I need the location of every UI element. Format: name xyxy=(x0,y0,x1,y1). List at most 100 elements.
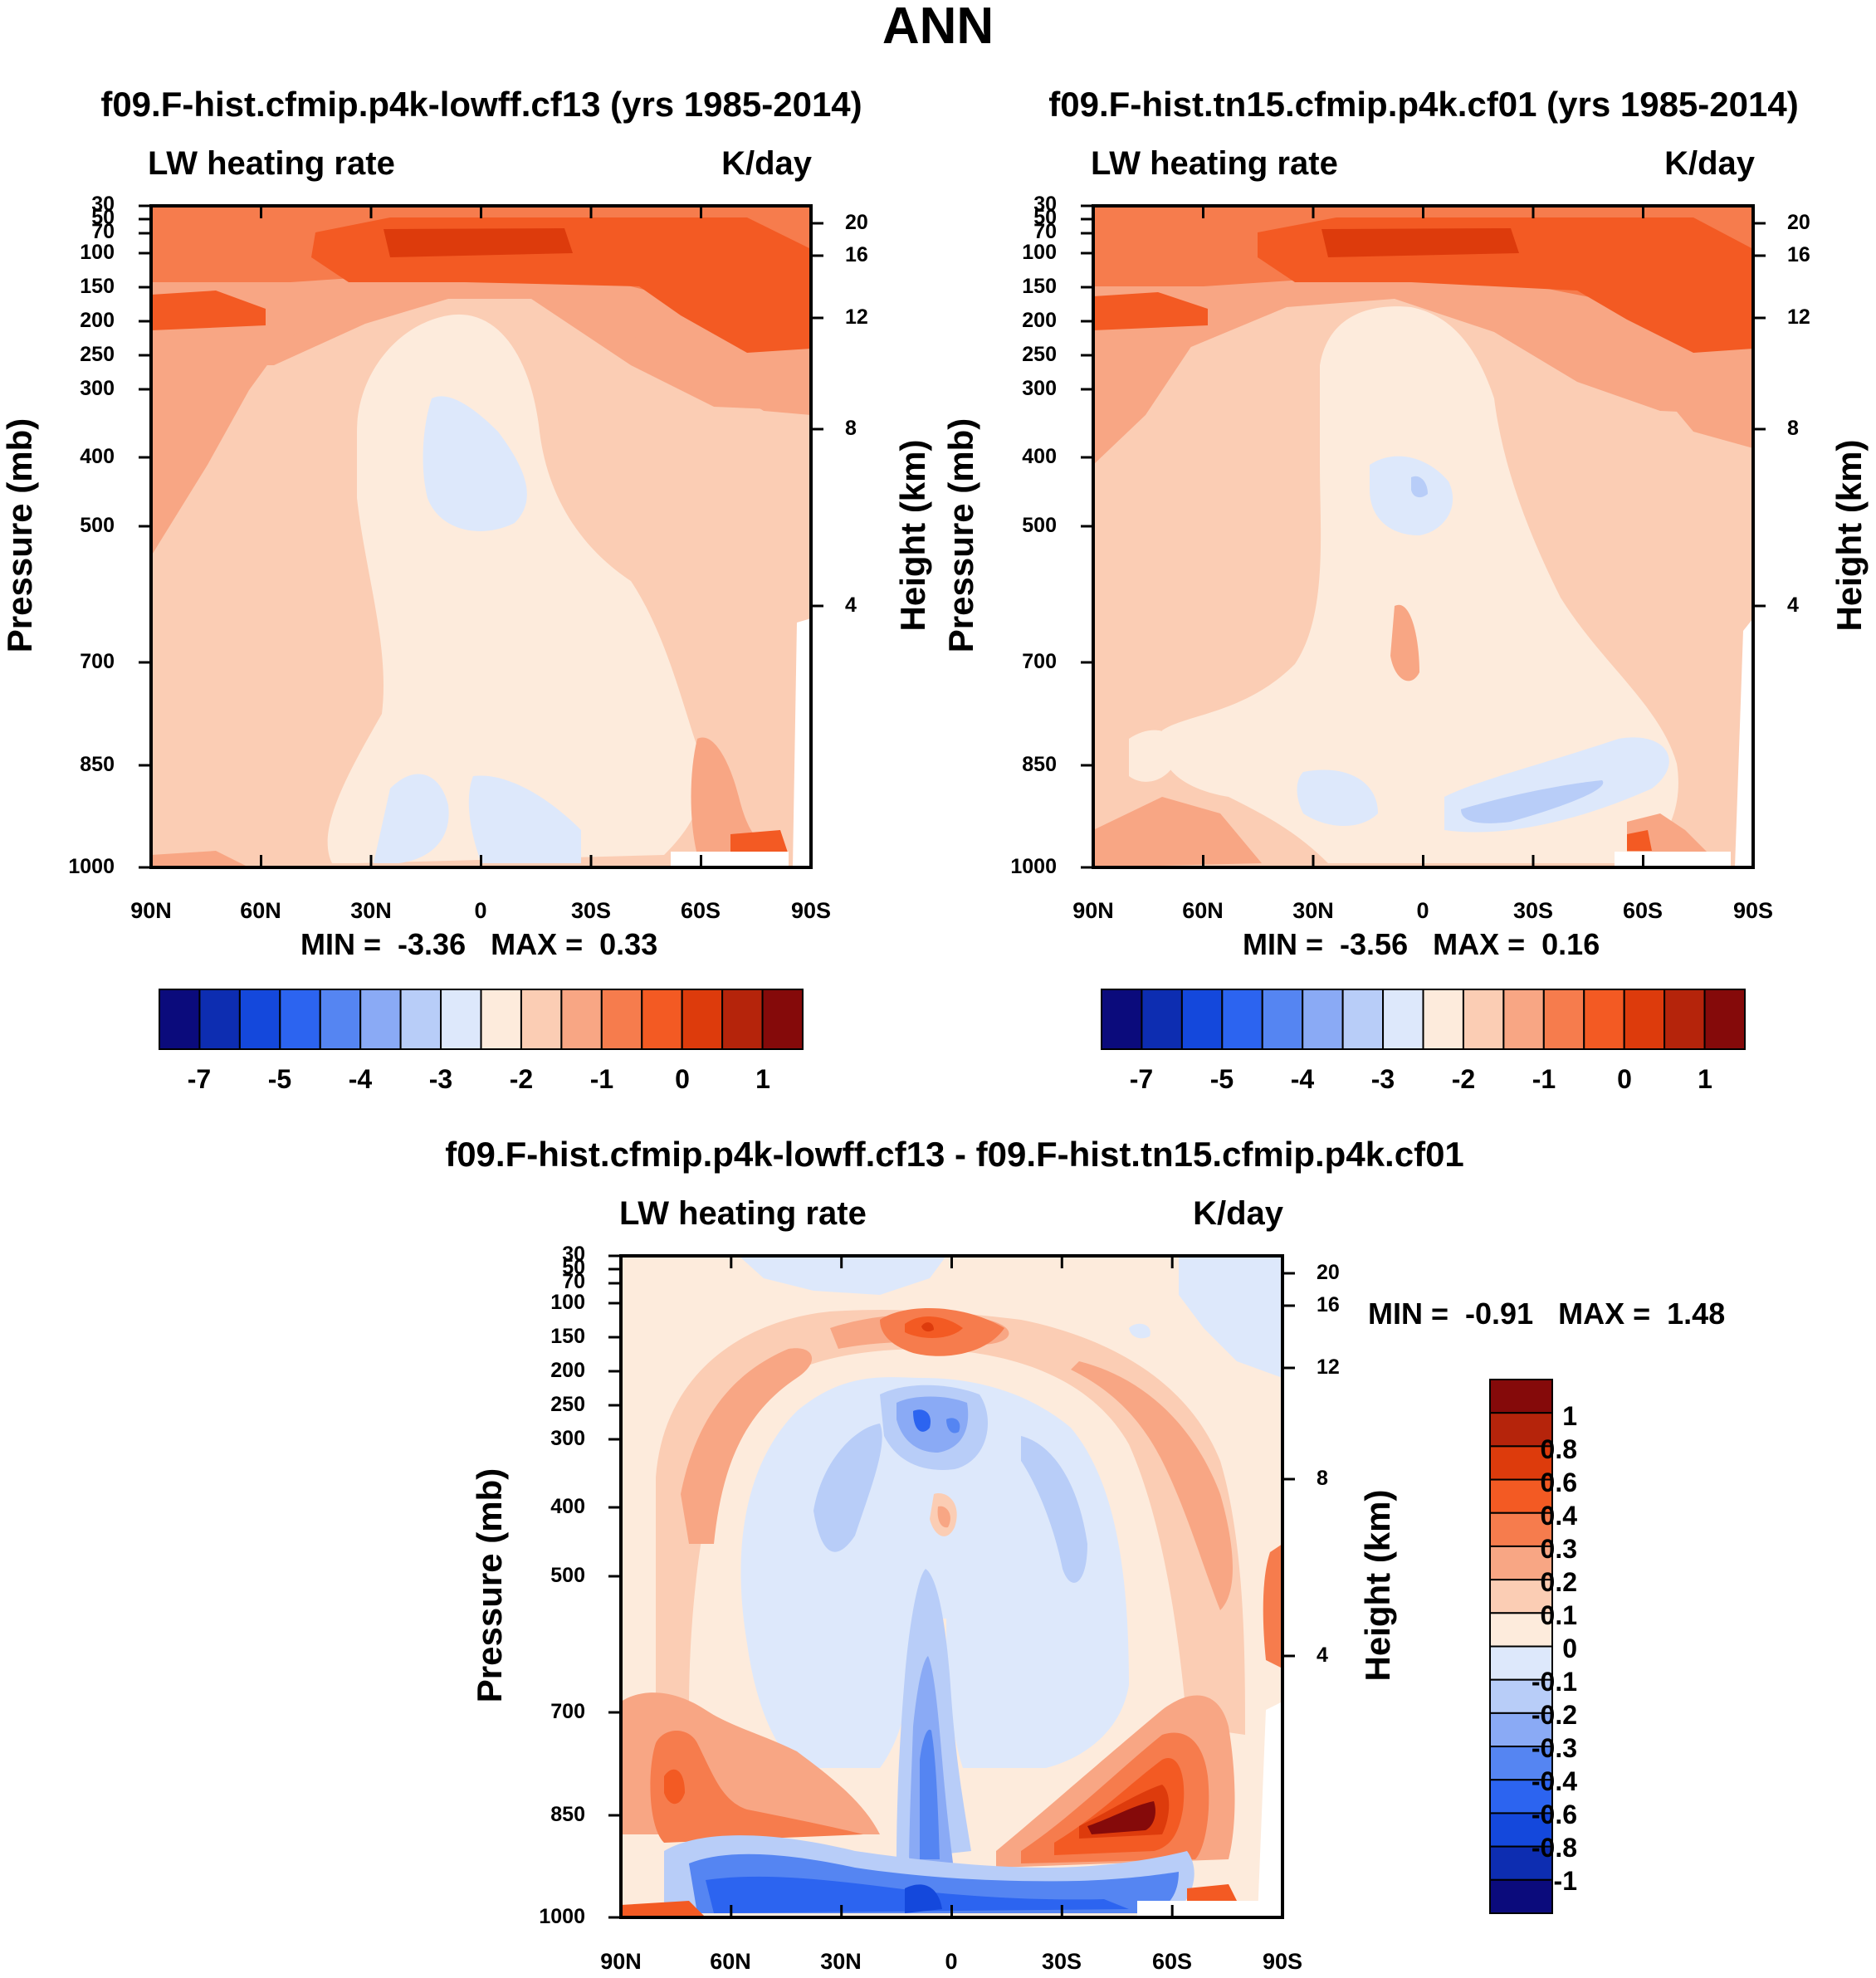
colorbar-swatch xyxy=(159,989,201,1050)
colorbar-swatch xyxy=(1703,989,1746,1050)
y2-tick-label: 4 xyxy=(1787,593,1799,617)
x-tick-label: 30S xyxy=(570,898,612,923)
colorbar-swatch xyxy=(238,989,281,1050)
colorbar-label: -4 xyxy=(1290,1064,1315,1094)
colorbar-label: 0.3 xyxy=(1540,1534,1577,1564)
y-tick-label: 1000 xyxy=(68,855,115,878)
y-tick-label: 200 xyxy=(1022,309,1057,332)
colorbar-swatch xyxy=(1489,1878,1553,1914)
colorbar-swatch xyxy=(1462,989,1505,1050)
x-tick-label: 60N xyxy=(240,898,281,923)
y2-tick-label: 16 xyxy=(845,243,868,266)
colorbar-swatch xyxy=(1663,989,1706,1050)
colorbar-swatch xyxy=(520,989,563,1050)
y2-tick-label: 12 xyxy=(1317,1355,1340,1379)
y-tick-label: 50 xyxy=(1033,206,1057,229)
panel3-title: f09.F-hist.cfmip.p4k-lowff.cf13 - f09.F-… xyxy=(445,1135,1464,1174)
colorbar-swatch xyxy=(1489,1379,1553,1414)
colorbar-label: -7 xyxy=(1129,1064,1154,1094)
x-tick-label: 90N xyxy=(1072,898,1114,923)
colorbar-label: 0.4 xyxy=(1540,1501,1577,1531)
x-tick-label: 0 xyxy=(474,898,487,923)
colorbar-label: -3 xyxy=(1370,1064,1395,1094)
panel2-units-label: K/day xyxy=(1664,145,1755,182)
colorbar-swatch xyxy=(1422,989,1464,1050)
colorbar-swatch xyxy=(198,989,241,1050)
panel2-y2-axis-label: Height (km) xyxy=(1830,439,1869,632)
colorbar-label: -0.6 xyxy=(1531,1800,1577,1829)
panel3-x-ticks xyxy=(619,1256,1284,1917)
colorbar-swatch xyxy=(1141,989,1183,1050)
panel1-contour-field xyxy=(151,206,811,867)
colorbar-swatch xyxy=(1341,989,1385,1050)
x-tick-label: 30N xyxy=(820,1949,862,1974)
colorbar-swatch xyxy=(1302,989,1344,1050)
y-tick-label: 250 xyxy=(1022,343,1057,366)
y-tick-label: 150 xyxy=(80,275,115,298)
panel2-x-ticks xyxy=(1092,206,1755,867)
y2-tick-label: 16 xyxy=(1317,1293,1340,1316)
panel1-units-label: K/day xyxy=(721,145,812,182)
panel2-title: f09.F-hist.tn15.cfmip.p4k.cf01 (yrs 1985… xyxy=(1048,85,1799,124)
y-tick-label: 400 xyxy=(80,445,115,468)
max-label: MAX = xyxy=(1558,1297,1651,1331)
colorbar-swatch xyxy=(641,989,683,1050)
y-tick-label: 30 xyxy=(562,1243,585,1266)
colorbar-label: 1 xyxy=(755,1064,770,1094)
panel2-y-ticks xyxy=(1081,204,1093,869)
min-value: -3.56 xyxy=(1340,927,1409,961)
colorbar-label: -0.4 xyxy=(1531,1766,1577,1796)
y-tick-label: 50 xyxy=(91,206,115,229)
colorbar-label: 0.6 xyxy=(1540,1468,1577,1497)
colorbar-label: 0.2 xyxy=(1540,1567,1577,1597)
colorbar-label: -7 xyxy=(187,1064,212,1094)
y2-tick-label: 4 xyxy=(1317,1643,1328,1667)
y-tick-label: 100 xyxy=(550,1291,585,1314)
min-value: -3.36 xyxy=(398,927,467,961)
y-tick-label: 200 xyxy=(80,309,115,332)
colorbar-swatch xyxy=(1542,989,1585,1050)
y-tick-label: 700 xyxy=(1022,650,1057,673)
colorbar-label: 0 xyxy=(675,1064,690,1094)
colorbar-label: 0 xyxy=(1562,1634,1577,1663)
y-tick-label: 100 xyxy=(80,241,115,264)
y-tick-label: 100 xyxy=(1022,241,1057,264)
y-tick-label: 400 xyxy=(1022,445,1057,468)
colorbar-label: -2 xyxy=(1451,1064,1476,1094)
y-tick-label: 850 xyxy=(80,753,115,776)
max-value: 0.16 xyxy=(1541,927,1600,961)
colorbar-swatch xyxy=(359,989,402,1050)
colorbar-label: -5 xyxy=(1209,1064,1234,1094)
y2-tick-label: 4 xyxy=(845,593,857,617)
colorbar-label: -1 xyxy=(1532,1064,1556,1094)
colorbar-swatch xyxy=(1623,989,1666,1050)
x-tick-label: 90N xyxy=(130,898,172,923)
colorbar-swatch xyxy=(399,989,442,1050)
y-tick-label: 700 xyxy=(550,1700,585,1723)
y-tick-label: 200 xyxy=(550,1359,585,1382)
y-tick-label: 150 xyxy=(1022,275,1057,298)
colorbar-label: -0.8 xyxy=(1531,1833,1577,1863)
x-tick-label: 0 xyxy=(1416,898,1429,923)
x-tick-label: 90S xyxy=(1262,1949,1303,1974)
colorbar-label: -4 xyxy=(348,1064,373,1094)
panel3-variable-label: LW heating rate xyxy=(619,1195,867,1232)
colorbar-label: 0.8 xyxy=(1540,1434,1577,1464)
y-tick-label: 300 xyxy=(550,1427,585,1450)
colorbar-label: 0.1 xyxy=(1540,1600,1577,1630)
y-tick-label: 250 xyxy=(550,1393,585,1416)
max-value: 1.48 xyxy=(1667,1297,1726,1331)
y2-tick-label: 20 xyxy=(845,211,868,234)
x-tick-label: 90S xyxy=(1732,898,1774,923)
y-tick-label: 700 xyxy=(80,650,115,673)
colorbar-swatch xyxy=(1583,989,1625,1050)
panel3-stats: MIN = -0.91 MAX = 1.48 xyxy=(1368,1297,1725,1331)
colorbar-swatch xyxy=(1180,989,1224,1050)
panel3-units-label: K/day xyxy=(1193,1195,1283,1232)
colorbar-label: 0 xyxy=(1617,1064,1632,1094)
y2-tick-label: 8 xyxy=(845,417,857,440)
y2-tick-label: 16 xyxy=(1787,243,1810,266)
